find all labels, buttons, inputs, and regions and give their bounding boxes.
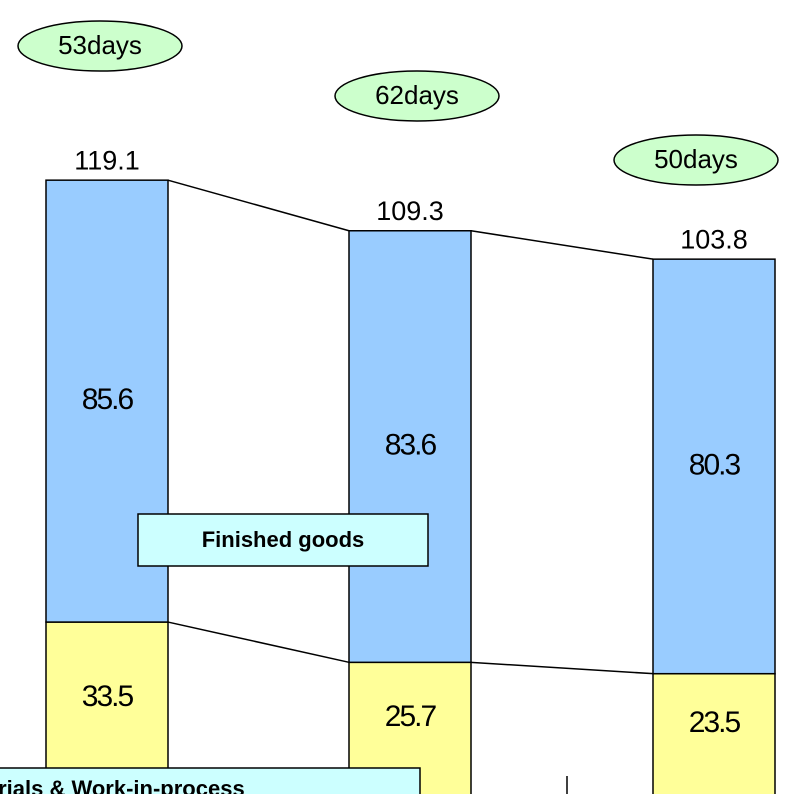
data-label: 33.5: [82, 680, 134, 713]
bar-segment: [348, 230, 472, 664]
legend-box: [137, 513, 429, 567]
legend-label: Finished goods: [202, 527, 365, 552]
total-label: 109.3: [376, 196, 444, 226]
legend-label: Materials & Work-in-process: [0, 776, 245, 794]
connector-line: [470, 230, 654, 260]
days-label: 53days: [58, 30, 142, 60]
data-label: 83.6: [385, 428, 437, 461]
days-bubble: [613, 134, 779, 186]
days-label: 50days: [654, 144, 738, 174]
total-label: 103.8: [680, 224, 748, 254]
total-label: 119.1: [74, 145, 140, 175]
data-label: 80.3: [689, 448, 741, 481]
connector-line: [470, 661, 654, 675]
days-bubble: [17, 20, 183, 72]
data-label: 85.6: [82, 383, 134, 416]
days-label: 62days: [375, 80, 459, 110]
legend-box: [0, 767, 421, 794]
bar-segment: [45, 621, 169, 794]
connector-line: [167, 621, 350, 664]
bar-segment: [652, 258, 776, 675]
data-label: 23.5: [689, 706, 741, 739]
days-bubble: [334, 70, 500, 122]
data-label: 25.7: [385, 700, 437, 733]
connector-line: [167, 179, 350, 232]
